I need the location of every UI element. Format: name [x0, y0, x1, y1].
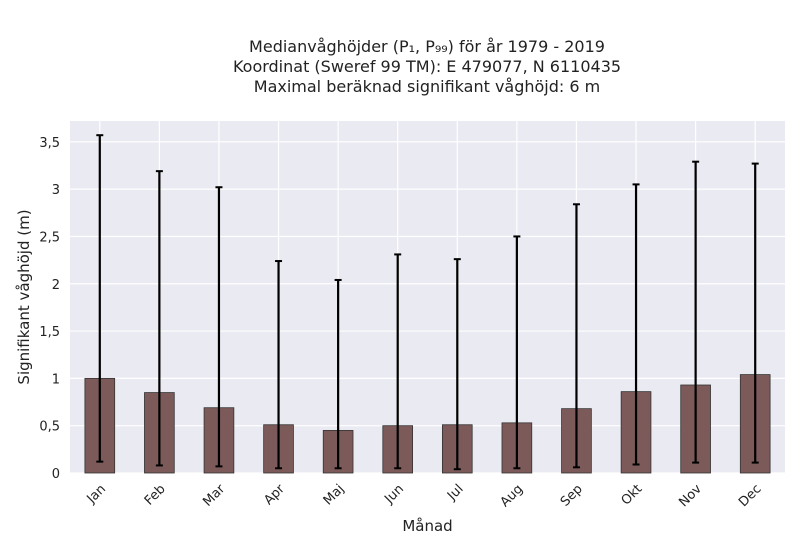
x-tick-label: Nov [676, 481, 705, 510]
chart-title: Medianvåghöjder (P₁, P₉₉) för år 1979 - … [233, 37, 621, 96]
x-tick-label: Aug [498, 482, 527, 511]
title-line: Koordinat (Sweref 99 TM): E 479077, N 61… [233, 57, 621, 76]
x-axis-label: Månad [402, 517, 452, 535]
y-axis-label: Signifikant våghöjd (m) [15, 209, 33, 384]
x-tick-label: Apr [261, 481, 288, 508]
x-tick-label: Maj [321, 482, 348, 509]
x-tick-label: Dec [736, 482, 764, 510]
y-tick-label: 1,5 [39, 325, 60, 340]
y-tick-label: 2 [52, 278, 60, 293]
x-tick-label: Sep [558, 482, 586, 510]
title-line: Maximal beräknad signifikant våghöjd: 6 … [254, 77, 600, 96]
x-tick-label: Feb [142, 482, 169, 509]
y-tick-label: 1 [52, 372, 60, 387]
error-bars [96, 134, 759, 471]
title-line: Medianvåghöjder (P₁, P₉₉) för år 1979 - … [249, 37, 605, 56]
y-tick-label: 3,5 [39, 136, 60, 151]
x-tick-label: Jan [84, 482, 109, 507]
x-axis-ticks: Jan Feb Mar Apr Maj Jun Jul Aug Sep Okt Nov Dec [84, 481, 765, 510]
x-tick-label: Jul [444, 482, 466, 504]
y-axis-ticks: 0 0,5 1 1,5 2 2,5 3 3,5 [39, 136, 60, 482]
x-tick-label: Jun [381, 482, 407, 508]
plot-background [70, 121, 785, 473]
x-tick-label: Mar [200, 481, 228, 509]
x-tick-label: Okt [619, 482, 646, 509]
y-tick-label: 2,5 [39, 230, 60, 245]
y-tick-label: 3 [52, 183, 60, 198]
y-tick-label: 0,5 [39, 420, 60, 435]
y-tick-label: 0 [52, 467, 60, 482]
